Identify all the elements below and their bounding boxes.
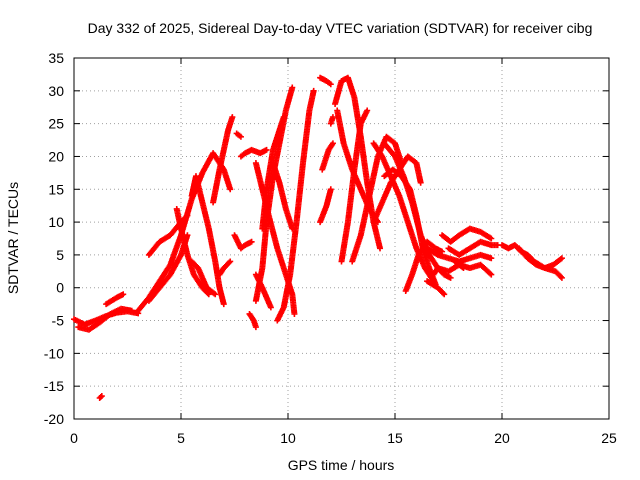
series-s9 xyxy=(188,173,227,308)
data-point xyxy=(212,291,219,298)
data-point xyxy=(227,258,234,265)
series-s23 xyxy=(317,74,334,88)
plot-frame xyxy=(73,57,610,420)
y-tick-label: -5 xyxy=(52,313,65,329)
series-s3 xyxy=(96,393,105,401)
data-point xyxy=(183,213,190,220)
data-point xyxy=(289,84,296,91)
y-tick-label: 30 xyxy=(48,83,64,99)
series-s13 xyxy=(233,130,244,140)
series-s12 xyxy=(216,258,234,278)
data-point xyxy=(120,291,127,298)
data-point xyxy=(447,274,454,281)
data-point xyxy=(291,310,298,317)
axes xyxy=(73,57,610,420)
data-point xyxy=(558,274,565,281)
y-tick-label: 5 xyxy=(56,247,64,263)
series-s20 xyxy=(252,271,274,311)
data-point xyxy=(252,324,259,331)
data-point xyxy=(558,255,565,262)
series-s6 xyxy=(145,232,191,304)
grid-lines xyxy=(74,58,609,419)
series-s39 xyxy=(439,225,495,245)
x-tick-label: 20 xyxy=(494,430,510,446)
data-point xyxy=(488,271,495,278)
series-s25 xyxy=(317,186,334,226)
data-point xyxy=(98,393,105,400)
data-point xyxy=(128,307,135,314)
data-point xyxy=(327,120,334,127)
x-tick-label: 15 xyxy=(387,430,403,446)
series-s14 xyxy=(237,146,270,160)
x-axis-label: GPS time / hours xyxy=(288,457,395,473)
data-point xyxy=(280,114,287,121)
data-point xyxy=(440,290,447,297)
y-tick-label: 25 xyxy=(48,116,64,132)
series-s4 xyxy=(103,291,127,308)
series-s28 xyxy=(338,107,371,265)
data-point xyxy=(441,291,448,298)
data-point xyxy=(226,259,233,266)
data-points xyxy=(71,74,565,401)
ticks: 0 5 10 15 20 25 -20 -15 -10 -5 0 5 10 15 20 25 30 35 xyxy=(44,50,617,446)
series-s16 xyxy=(246,310,259,331)
data-point xyxy=(487,270,494,277)
series-s19 xyxy=(259,114,287,232)
data-point xyxy=(263,146,270,153)
series-s36 xyxy=(424,278,448,298)
x-tick-label: 10 xyxy=(280,430,296,446)
series-s38 xyxy=(434,261,495,278)
data-point xyxy=(310,87,317,94)
y-tick-label: 0 xyxy=(56,280,64,296)
data-point xyxy=(557,273,564,280)
data-point xyxy=(327,186,334,193)
series-s21 xyxy=(270,160,296,232)
x-tick-label: 0 xyxy=(70,430,78,446)
series-s22 xyxy=(274,87,317,324)
y-tick-label: -20 xyxy=(44,411,64,427)
chart-title: Day 332 of 2025, Sidereal Day-to-day VTE… xyxy=(88,20,593,36)
data-point xyxy=(229,114,236,121)
data-point xyxy=(184,212,191,219)
data-point xyxy=(327,81,334,88)
y-tick-label: 35 xyxy=(48,50,64,66)
data-point xyxy=(488,255,495,262)
x-tick-label: 25 xyxy=(601,430,617,446)
series-s34 xyxy=(381,140,441,272)
x-tick-label: 5 xyxy=(177,430,185,446)
data-point xyxy=(364,107,371,114)
series-s10 xyxy=(188,258,219,298)
y-axis-label: SDTVAR / TECUs xyxy=(5,182,21,294)
data-point xyxy=(417,179,424,186)
data-point xyxy=(488,235,495,242)
data-point xyxy=(220,301,227,308)
series-s40 xyxy=(445,238,501,258)
series-s44 xyxy=(516,245,565,272)
data-point xyxy=(460,265,467,272)
y-tick-label: 20 xyxy=(48,148,64,164)
series-s42 xyxy=(451,258,467,272)
data-point xyxy=(227,186,234,193)
series-s35 xyxy=(402,238,446,295)
series-s2 xyxy=(75,305,135,333)
data-point xyxy=(329,140,336,147)
data-point xyxy=(237,133,244,140)
data-point xyxy=(97,394,104,401)
series-s41 xyxy=(430,265,454,281)
y-tick-label: 10 xyxy=(48,214,64,230)
series-s15 xyxy=(231,232,255,252)
y-tick-label: -15 xyxy=(44,378,64,394)
series-s26 xyxy=(319,140,336,173)
y-tick-label: -10 xyxy=(44,345,64,361)
data-point xyxy=(248,238,255,245)
series-s11 xyxy=(210,114,236,206)
series-s24 xyxy=(327,114,336,127)
data-point xyxy=(377,245,384,252)
data-point xyxy=(267,304,274,311)
y-tick-label: 15 xyxy=(48,181,64,197)
